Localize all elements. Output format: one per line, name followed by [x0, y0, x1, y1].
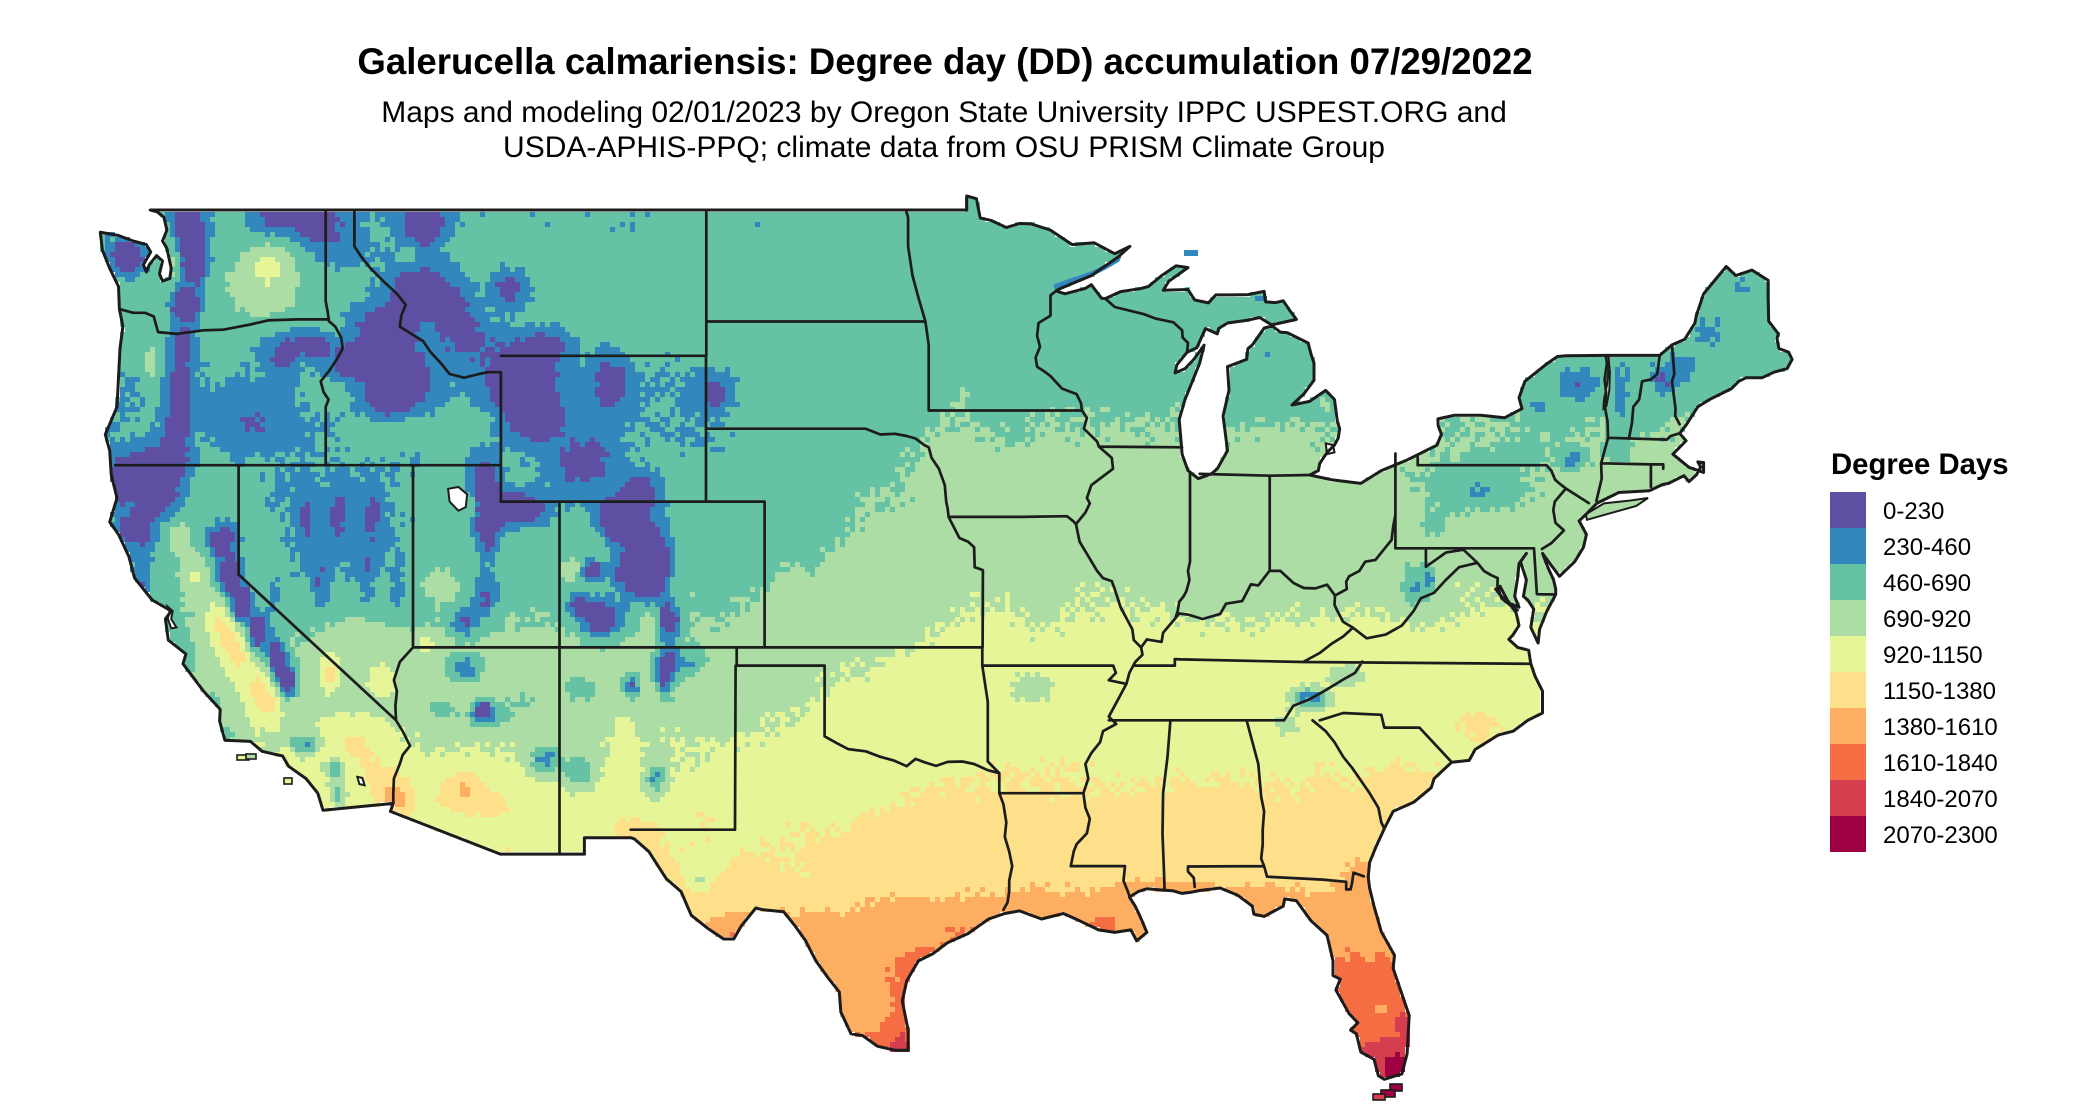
svg-text:1610-1840: 1610-1840 — [1883, 750, 1998, 777]
svg-text:690-920: 690-920 — [1883, 606, 1971, 633]
svg-text:Maps and modeling 02/01/2023 b: Maps and modeling 02/01/2023 by Oregon S… — [381, 96, 1507, 129]
svg-text:0-230: 0-230 — [1883, 498, 1944, 525]
svg-text:230-460: 230-460 — [1883, 534, 1971, 561]
svg-text:920-1150: 920-1150 — [1883, 642, 1983, 669]
svg-text:1840-2070: 1840-2070 — [1883, 786, 1998, 813]
svg-text:USDA-APHIS-PPQ; climate data f: USDA-APHIS-PPQ; climate data from OSU PR… — [503, 131, 1385, 164]
svg-text:Galerucella calmariensis: Degr: Galerucella calmariensis: Degree day (DD… — [357, 41, 1532, 82]
svg-text:1150-1380: 1150-1380 — [1883, 678, 1996, 705]
svg-text:Degree Days: Degree Days — [1831, 448, 2009, 481]
svg-text:1380-1610: 1380-1610 — [1883, 714, 1998, 741]
svg-text:460-690: 460-690 — [1883, 570, 1971, 597]
svg-text:2070-2300: 2070-2300 — [1883, 822, 1998, 849]
